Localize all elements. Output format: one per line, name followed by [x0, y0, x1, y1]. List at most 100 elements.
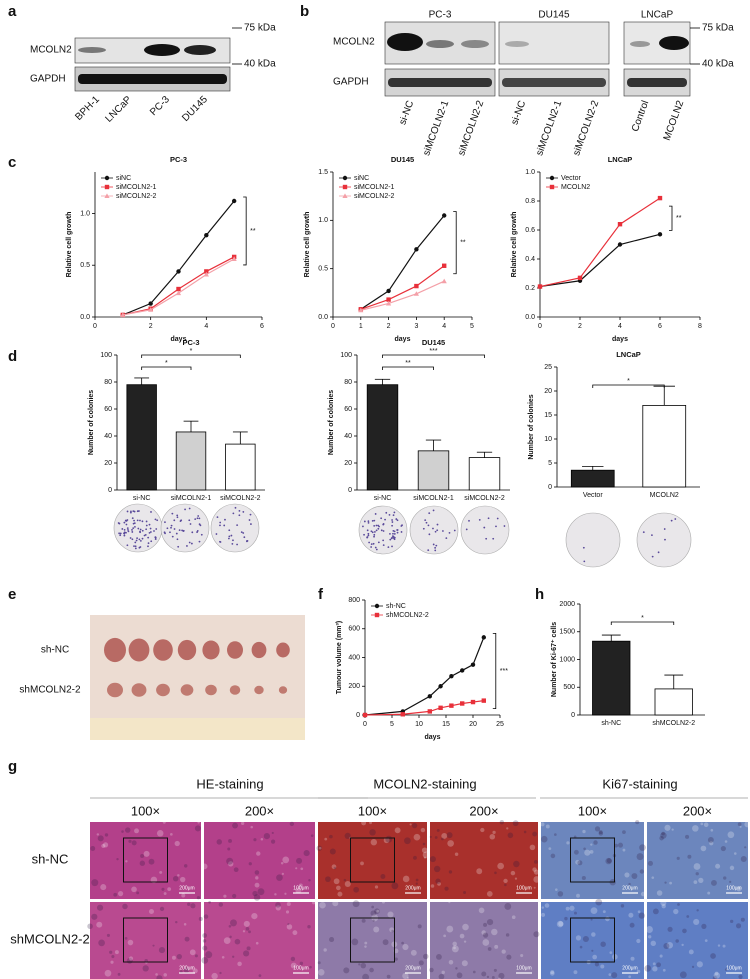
colony: [148, 523, 151, 526]
texture: [739, 825, 742, 828]
colony: [445, 537, 448, 540]
magnification: 200×: [469, 803, 498, 818]
lane-label: PC-3: [148, 94, 172, 118]
texture: [652, 966, 658, 972]
texture: [113, 892, 118, 897]
colony: [371, 519, 374, 522]
texture: [652, 908, 659, 915]
tumour: [107, 682, 123, 698]
colony: [135, 539, 138, 542]
colony: [145, 520, 148, 523]
texture: [184, 936, 190, 942]
colony: [156, 519, 159, 522]
colony: [129, 511, 132, 514]
texture: [575, 935, 582, 941]
legend-marker: [374, 612, 380, 618]
texture: [533, 876, 540, 883]
band: [630, 41, 650, 47]
colony: [145, 528, 148, 531]
texture: [202, 945, 208, 951]
row-label: shMCOLN2-2: [10, 931, 89, 946]
data-point: [438, 705, 443, 711]
texture: [491, 976, 495, 979]
texture: [541, 906, 545, 909]
band: [461, 40, 489, 48]
texture: [194, 825, 202, 832]
colony: [436, 529, 439, 532]
x-tick-label: 4: [618, 323, 622, 330]
texture: [609, 951, 613, 955]
colony: [400, 531, 403, 533]
data-point: [470, 699, 476, 705]
data-point: [204, 269, 209, 274]
colony: [384, 518, 386, 521]
texture: [329, 848, 336, 855]
colony: [392, 532, 394, 535]
texture: [285, 910, 290, 914]
texture: [422, 842, 426, 846]
colony: [380, 517, 383, 520]
texture: [125, 827, 131, 833]
data-point: [481, 635, 486, 640]
texture: [620, 904, 625, 908]
texture: [595, 898, 603, 906]
texture: [733, 852, 737, 855]
colony: [131, 538, 134, 541]
colony: [373, 519, 376, 522]
texture: [255, 941, 259, 945]
texture: [183, 864, 188, 868]
texture: [190, 903, 196, 909]
colony: [424, 519, 427, 522]
y-tick-label: 1500: [559, 629, 575, 636]
colony: [231, 542, 234, 545]
x-tick-label: 4: [204, 323, 208, 330]
texture: [336, 885, 341, 891]
colony: [391, 545, 393, 548]
y-tick-label: 0.8: [525, 198, 535, 205]
x-tick-label: 25: [496, 721, 504, 728]
texture: [290, 962, 297, 969]
texture: [614, 843, 618, 848]
colony: [243, 536, 246, 539]
texture: [402, 943, 409, 951]
texture: [429, 967, 434, 973]
colony: [642, 531, 645, 534]
x-tick-label: siMCOLN2-2: [464, 495, 505, 502]
texture: [117, 891, 124, 897]
colony: [147, 545, 149, 548]
texture: [258, 974, 262, 978]
data-point: [442, 263, 447, 268]
texture: [487, 947, 492, 951]
texture: [710, 828, 714, 832]
texture: [577, 860, 583, 866]
texture: [598, 830, 603, 835]
y-axis-label: Number of Ki-67⁺ cells: [551, 622, 558, 697]
texture: [253, 838, 257, 842]
data-point: [442, 213, 447, 218]
colony: [236, 524, 239, 527]
colony: [136, 519, 139, 522]
y-tick-label: 0.2: [525, 285, 535, 292]
data-point: [176, 286, 181, 292]
texture: [463, 891, 467, 895]
texture: [636, 853, 644, 861]
colony: [232, 539, 234, 542]
data-point: [537, 284, 543, 289]
colony: [188, 541, 191, 544]
x-tick-label: MCOLN2: [650, 492, 679, 499]
texture: [711, 880, 717, 886]
texture: [148, 908, 155, 915]
data-point: [414, 283, 419, 289]
data-point: [175, 290, 182, 296]
row-label: sh-NC: [41, 645, 69, 656]
band: [659, 36, 689, 50]
texture: [514, 877, 518, 880]
y-tick-label: 20: [344, 460, 352, 467]
bar: [175, 431, 207, 491]
texture: [480, 827, 485, 833]
colony: [432, 527, 434, 530]
texture: [227, 847, 231, 851]
texture: [695, 872, 699, 876]
colony: [465, 528, 468, 531]
texture: [637, 910, 641, 914]
